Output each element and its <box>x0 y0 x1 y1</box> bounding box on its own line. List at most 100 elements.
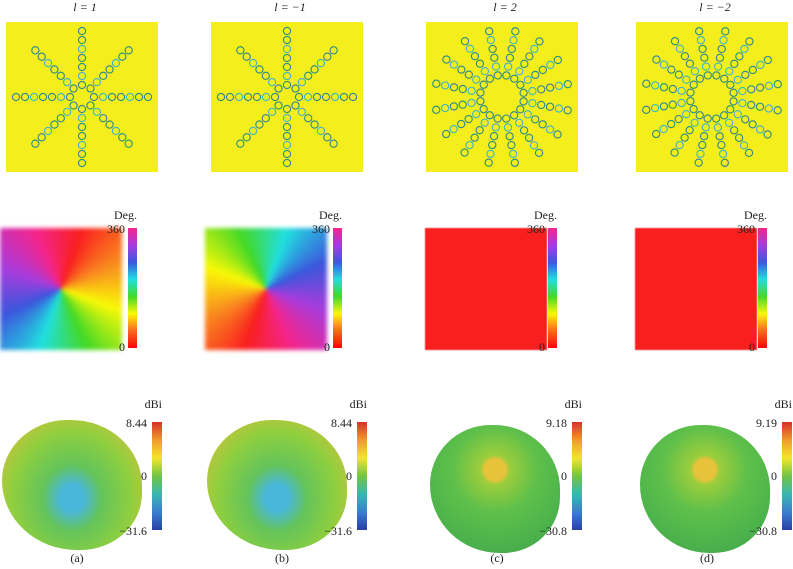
array-element <box>712 114 721 123</box>
array-element <box>77 140 87 150</box>
array-element <box>698 44 707 54</box>
array-element <box>476 88 485 97</box>
array-element <box>105 120 114 129</box>
array-element <box>563 106 572 115</box>
array-element <box>449 102 459 111</box>
array-element <box>282 35 292 45</box>
array-element <box>268 78 277 87</box>
array-element <box>303 92 313 102</box>
array-element <box>670 148 679 157</box>
array-element <box>718 149 728 159</box>
array-element <box>659 83 669 92</box>
array-element <box>690 67 700 76</box>
array-element <box>695 74 704 83</box>
array-element <box>124 46 133 55</box>
array-element <box>747 85 756 94</box>
array-element <box>472 75 481 84</box>
array-element <box>563 80 572 89</box>
array-element <box>116 92 126 102</box>
array-element <box>125 92 135 102</box>
array-element <box>297 107 306 116</box>
array-element <box>77 26 87 36</box>
array-element <box>745 37 754 46</box>
array-element <box>530 44 539 54</box>
phase-min: 0 <box>749 340 755 354</box>
array-element <box>486 35 496 45</box>
phase-max: 360 <box>527 222 545 236</box>
array-element <box>282 44 292 54</box>
array-element <box>134 92 144 102</box>
array-element <box>735 52 744 61</box>
array-element <box>738 99 747 108</box>
array-element <box>282 71 292 81</box>
array-element <box>652 55 661 64</box>
array-element <box>479 80 488 89</box>
array-element <box>531 70 540 80</box>
array-element <box>724 118 734 127</box>
array-element <box>242 133 251 142</box>
array-element <box>323 52 332 61</box>
array-element <box>282 62 292 72</box>
array-element <box>50 65 59 74</box>
array-element <box>519 126 529 135</box>
array-element <box>553 55 562 65</box>
array-element <box>464 114 473 124</box>
gain-unit: dBi <box>349 397 367 411</box>
array-element <box>485 74 494 83</box>
array-element <box>515 67 524 76</box>
array-element <box>545 83 555 92</box>
column-title: l = 1 <box>73 0 97 14</box>
array-element <box>99 71 108 80</box>
column-title: l = −2 <box>699 0 731 14</box>
phase-map <box>205 228 327 350</box>
gain-unit: dBi <box>564 397 582 411</box>
array-element <box>523 110 532 119</box>
array-element <box>701 123 710 132</box>
array-element <box>282 104 292 114</box>
gain-max: 9.18 <box>546 416 567 430</box>
gain-zero: 0 <box>141 469 147 483</box>
array-element <box>310 65 319 74</box>
array-element <box>652 129 661 139</box>
array-element <box>440 103 450 113</box>
array-element <box>248 126 258 136</box>
array-element <box>755 83 765 92</box>
array-element <box>77 71 87 81</box>
array-element <box>38 92 48 102</box>
array-element <box>720 74 729 83</box>
array-element <box>485 111 494 120</box>
phase-min: 0 <box>119 340 125 354</box>
array-element <box>304 71 313 80</box>
array-element <box>252 92 262 102</box>
array-element <box>261 71 270 80</box>
array-element <box>677 86 686 95</box>
array-element <box>714 62 723 71</box>
array-element <box>124 139 133 148</box>
array-element <box>698 140 707 150</box>
array-element <box>514 118 524 127</box>
array-element <box>537 85 546 94</box>
array-element <box>741 115 750 124</box>
array-element <box>703 114 712 123</box>
array-element <box>442 129 451 139</box>
array-element <box>508 149 518 159</box>
array-element <box>729 126 739 135</box>
array-element <box>255 65 264 74</box>
array-element <box>642 105 651 114</box>
array-element <box>659 60 669 69</box>
array-element <box>703 71 712 80</box>
column-title: l = −1 <box>274 0 306 14</box>
array-element <box>523 75 532 85</box>
array-element <box>282 80 292 90</box>
array-element <box>282 149 292 159</box>
array-element <box>268 107 277 116</box>
array-element <box>460 37 470 46</box>
array-element <box>680 52 690 61</box>
array-element <box>111 58 121 68</box>
array-element <box>339 92 349 102</box>
phase-colorbar <box>758 228 767 348</box>
array-element <box>695 27 704 36</box>
array-element <box>282 53 292 63</box>
array-element <box>282 122 292 132</box>
array-element <box>507 44 516 54</box>
